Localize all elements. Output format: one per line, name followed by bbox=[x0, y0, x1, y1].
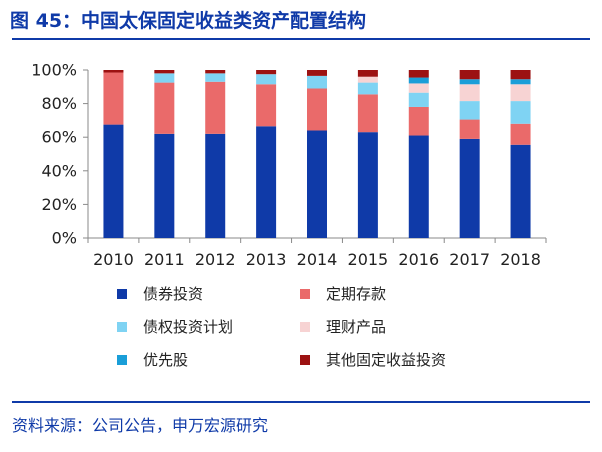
bar-segment bbox=[103, 124, 124, 238]
x-tick-label: 2018 bbox=[500, 250, 541, 269]
bar-segment bbox=[408, 92, 429, 107]
source-note: 资料来源：公司公告，申万宏源研究 bbox=[12, 416, 269, 435]
bar-segment bbox=[205, 73, 226, 82]
bar-segment bbox=[408, 135, 429, 238]
bar-segment bbox=[459, 138, 480, 238]
bar-segment bbox=[256, 126, 277, 238]
bar-segment bbox=[459, 79, 480, 85]
legend-label: 债权投资计划 bbox=[143, 318, 234, 336]
x-tick-label: 2015 bbox=[348, 250, 389, 269]
bar-segment bbox=[510, 84, 531, 102]
x-tick-label: 2014 bbox=[297, 250, 338, 269]
x-tick-label: 2017 bbox=[449, 250, 490, 269]
bar-segment bbox=[307, 75, 327, 89]
bar-segment bbox=[510, 101, 531, 124]
bar-segment bbox=[357, 76, 378, 83]
bar-segment bbox=[408, 77, 429, 84]
legend-item: 债券投资 bbox=[117, 283, 203, 304]
figure-title: 图 45：中国太保固定收益类资产配置结构 bbox=[10, 10, 367, 32]
bar-segment bbox=[205, 133, 226, 238]
x-tick-label: 2011 bbox=[144, 250, 185, 269]
y-tick-label: 60% bbox=[41, 128, 77, 147]
bar-segment bbox=[103, 70, 124, 73]
bar-segment bbox=[205, 70, 226, 74]
bar-segment bbox=[154, 133, 175, 238]
bar-segment bbox=[256, 70, 277, 75]
y-tick-label: 20% bbox=[41, 195, 77, 214]
bar-segment bbox=[459, 119, 480, 139]
legend-swatch bbox=[300, 288, 310, 299]
bar-segment bbox=[307, 88, 327, 131]
y-tick-label: 40% bbox=[41, 161, 77, 180]
title-divider bbox=[12, 38, 590, 40]
bar-segment bbox=[357, 82, 378, 95]
bar-segment bbox=[408, 70, 429, 78]
bar-segment bbox=[256, 84, 277, 127]
legend-swatch bbox=[117, 288, 127, 299]
legend-swatch bbox=[117, 321, 127, 332]
legend-swatch bbox=[300, 321, 310, 332]
y-tick-label: 0% bbox=[52, 229, 77, 248]
bar-segment bbox=[256, 74, 277, 85]
bar-segment bbox=[154, 70, 175, 74]
bar-segment bbox=[357, 94, 378, 133]
x-tick-label: 2013 bbox=[246, 250, 287, 269]
legend-swatch bbox=[117, 354, 127, 365]
bar-segment bbox=[510, 70, 531, 80]
bar-segment bbox=[408, 106, 429, 136]
legend-label: 定期存款 bbox=[326, 285, 387, 303]
bar-segment bbox=[307, 130, 327, 238]
x-tick-label: 2010 bbox=[93, 250, 134, 269]
legend-item: 优先股 bbox=[117, 349, 188, 370]
footer-divider bbox=[12, 401, 590, 403]
bar-segment bbox=[357, 70, 378, 77]
bar-segment bbox=[205, 81, 226, 134]
y-tick-label: 100% bbox=[31, 61, 77, 80]
legend-label: 理财产品 bbox=[326, 318, 387, 336]
bar-segment bbox=[459, 101, 480, 120]
legend-item: 其他固定收益投资 bbox=[300, 349, 446, 370]
legend-item: 定期存款 bbox=[300, 283, 386, 304]
bar-segment bbox=[510, 123, 531, 145]
bar-segment bbox=[154, 82, 175, 134]
legend-item: 债权投资计划 bbox=[117, 316, 233, 337]
legend-item: 理财产品 bbox=[300, 316, 386, 337]
bar-segment bbox=[510, 79, 531, 85]
bar-segment bbox=[510, 144, 531, 238]
x-tick-label: 2012 bbox=[195, 250, 236, 269]
bar-segment bbox=[459, 70, 480, 80]
legend-label: 其他固定收益投资 bbox=[326, 351, 447, 369]
legend-label: 优先股 bbox=[143, 351, 189, 369]
y-tick-label: 80% bbox=[41, 94, 77, 113]
legend-swatch bbox=[300, 354, 310, 365]
x-tick-label: 2016 bbox=[398, 250, 439, 269]
bar-segment bbox=[103, 72, 124, 125]
bar-segment bbox=[408, 83, 429, 93]
bar-segment bbox=[154, 73, 175, 83]
bar-segment bbox=[357, 132, 378, 238]
legend-label: 债券投资 bbox=[143, 285, 204, 303]
bar-segment bbox=[459, 84, 480, 102]
bar-segment bbox=[307, 70, 327, 76]
